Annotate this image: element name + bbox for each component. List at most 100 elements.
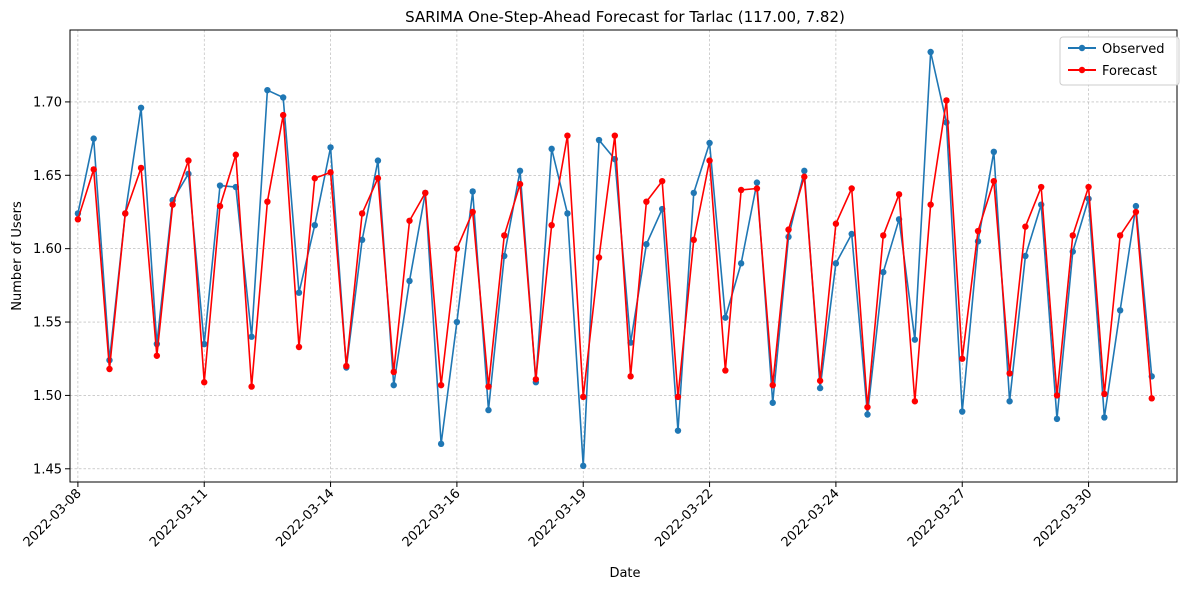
data-point-forecast — [295, 343, 303, 351]
data-point-forecast — [674, 393, 682, 401]
x-tick-label: 2022-03-19 — [526, 486, 590, 550]
data-point-forecast — [974, 227, 982, 235]
data-point-forecast — [501, 232, 508, 239]
data-point-forecast — [532, 376, 540, 383]
y-axis-title: Number of Users — [10, 201, 25, 311]
data-point-observed — [90, 135, 97, 142]
data-point-observed — [406, 277, 413, 285]
data-point-forecast — [469, 208, 476, 216]
data-point-forecast — [1101, 390, 1108, 398]
y-axis: 1.45 1.50 1.55 1.60 1.65 1.70 — [33, 95, 70, 477]
x-tick-label: 2022-03-14 — [273, 486, 337, 550]
series-line-forecast — [77, 99, 1153, 408]
data-point-observed — [516, 167, 524, 175]
data-point-observed — [469, 188, 476, 195]
data-point-observed — [848, 230, 855, 238]
data-point-forecast — [185, 157, 192, 164]
data-point-forecast — [816, 377, 824, 384]
data-point-observed — [753, 179, 761, 186]
data-point-forecast — [279, 111, 287, 119]
data-point-observed — [706, 139, 713, 147]
x-tick-label: 2022-03-11 — [147, 486, 211, 550]
y-tick-label: 1.50 — [33, 389, 62, 404]
x-tick-label: 2022-03-27 — [905, 486, 969, 550]
series-line-observed — [77, 51, 1153, 467]
data-point-forecast — [959, 355, 966, 362]
data-point-forecast — [201, 379, 208, 386]
data-point-observed — [722, 314, 729, 321]
data-point-forecast — [1053, 392, 1061, 399]
data-point-forecast — [1022, 223, 1029, 230]
data-point-forecast — [1116, 232, 1124, 239]
data-point-observed — [137, 104, 145, 111]
data-point-forecast — [122, 210, 129, 217]
data-point-forecast — [248, 383, 255, 390]
data-point-forecast — [769, 381, 776, 389]
data-point-forecast — [1132, 208, 1140, 216]
data-point-observed — [737, 260, 745, 267]
data-point-observed — [248, 333, 255, 340]
data-point-observed — [1053, 415, 1061, 423]
x-axis: 2022-03-08 2022-03-11 2022-03-14 2022-03-16… — [21, 482, 1095, 550]
data-point-forecast — [485, 383, 492, 390]
data-point-forecast — [595, 254, 603, 261]
x-tick-label: 2022-03-24 — [779, 486, 843, 550]
data-point-observed — [327, 144, 334, 151]
data-point-observed — [437, 440, 445, 448]
data-point-forecast — [169, 201, 176, 208]
data-point-forecast — [864, 403, 871, 411]
data-point-observed — [643, 241, 650, 248]
data-point-observed — [801, 167, 808, 175]
data-point-forecast — [706, 157, 713, 164]
y-tick-label: 1.65 — [33, 169, 62, 184]
data-point-forecast — [1085, 183, 1092, 191]
data-point-observed — [880, 268, 887, 276]
y-tick-label: 1.55 — [33, 316, 62, 331]
data-point-forecast — [911, 398, 919, 405]
data-point-observed — [295, 289, 303, 296]
data-point-observed — [864, 411, 871, 418]
data-point-forecast — [1148, 395, 1155, 402]
data-point-forecast — [548, 221, 555, 229]
data-point-observed — [959, 408, 966, 415]
data-point-forecast — [1037, 183, 1045, 191]
data-point-forecast — [137, 164, 145, 172]
grid-lines — [70, 30, 1177, 482]
x-tick-label: 2022-03-08 — [21, 486, 85, 550]
data-point-observed — [580, 462, 587, 470]
data-point-forecast — [232, 151, 240, 158]
x-tick-label: 2022-03-16 — [400, 486, 464, 550]
data-point-forecast — [880, 232, 887, 239]
data-point-forecast — [374, 175, 382, 182]
data-point-forecast — [895, 191, 903, 198]
legend-marker-forecast — [1078, 66, 1086, 74]
data-point-forecast — [516, 180, 524, 188]
data-point-observed — [1101, 414, 1108, 421]
data-point-forecast — [927, 201, 934, 208]
data-point-observed — [264, 86, 271, 94]
plot-frame — [69, 29, 1178, 483]
chart-title: SARIMA One-Step-Ahead Forecast for Tarla… — [405, 8, 845, 26]
data-point-forecast — [611, 132, 619, 139]
data-point-observed — [816, 384, 824, 392]
data-point-observed — [990, 148, 998, 156]
y-tick-label: 1.45 — [33, 462, 62, 477]
data-point-forecast — [643, 198, 650, 205]
data-point-forecast — [153, 352, 161, 359]
data-point-observed — [1132, 202, 1140, 210]
data-point-forecast — [327, 169, 334, 176]
data-point-forecast — [832, 220, 840, 227]
data-point-observed — [374, 157, 382, 164]
data-point-forecast — [358, 210, 366, 217]
data-point-observed — [548, 145, 555, 153]
data-point-forecast — [801, 173, 808, 180]
data-point-forecast — [453, 245, 461, 252]
data-point-forecast — [785, 226, 792, 233]
data-point-forecast — [437, 381, 445, 389]
series-observed — [74, 48, 1155, 470]
data-point-observed — [201, 340, 208, 348]
legend-label-observed: Observed — [1102, 42, 1165, 57]
data-point-forecast — [990, 177, 998, 185]
